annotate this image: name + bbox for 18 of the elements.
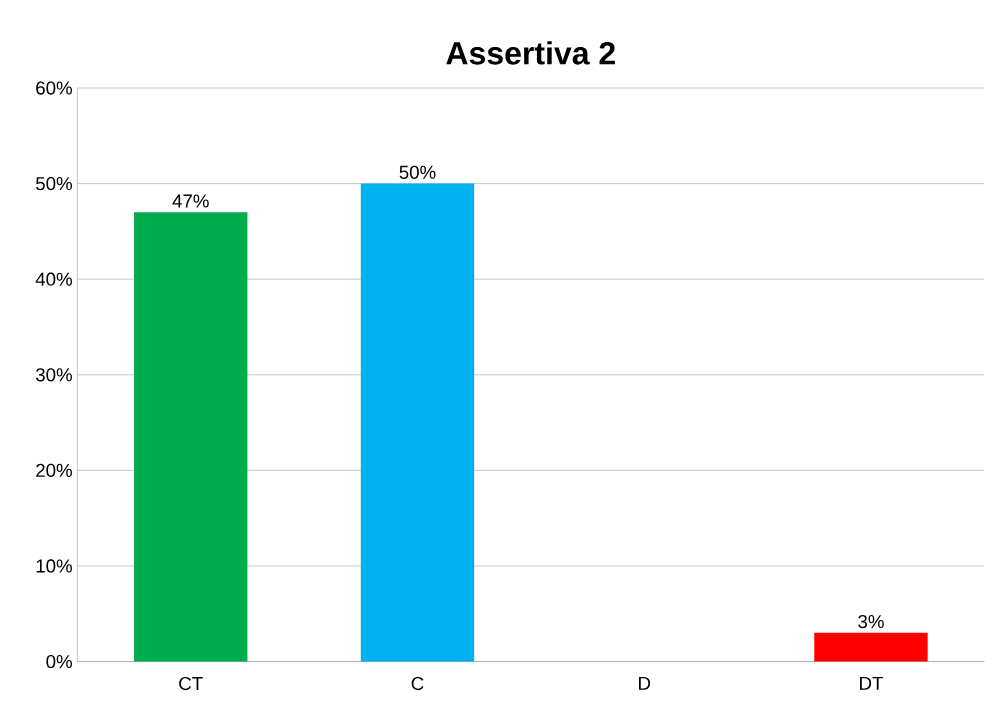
bar xyxy=(360,183,475,662)
y-tick-label: 30% xyxy=(35,368,72,382)
y-tick-label: 40% xyxy=(35,272,72,287)
x-tick-label: C xyxy=(411,677,424,691)
data-label: 50% xyxy=(399,165,436,180)
y-tick-label: 50% xyxy=(36,177,72,191)
y-tick-label: 10% xyxy=(36,559,72,573)
x-tick-label: DT xyxy=(860,677,883,690)
x-tick-label: CT xyxy=(179,677,203,691)
data-label: 47% xyxy=(172,194,209,208)
x-tick-label: D xyxy=(639,677,651,690)
data-label: 3% xyxy=(858,615,884,629)
y-tick-label: 0% xyxy=(46,655,72,669)
y-tick-label: 20% xyxy=(36,463,72,478)
bar xyxy=(134,212,248,662)
y-tick-label: 60% xyxy=(36,81,72,95)
bar xyxy=(814,633,928,662)
chart-title: Assertiva 2 xyxy=(446,41,615,65)
